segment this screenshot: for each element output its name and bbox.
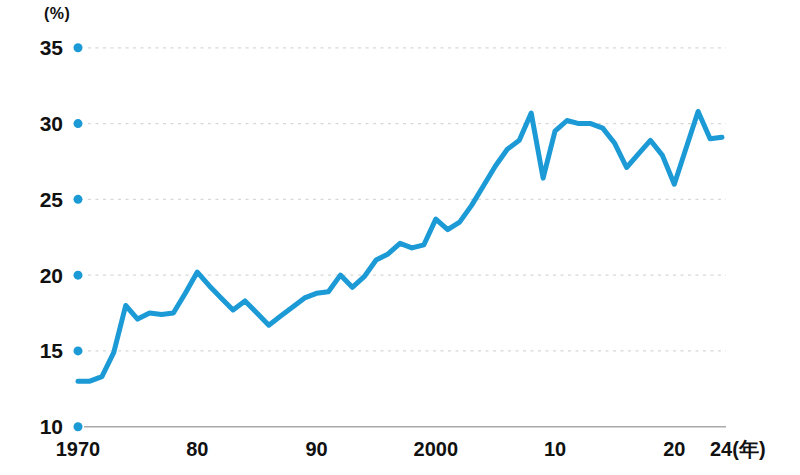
y-axis-unit-label: (%) — [44, 5, 70, 23]
x-tick-label: 1970 — [56, 438, 101, 460]
axis-labels: 10 15 20 25 30 35 1970 80 90 2000 10 20 24(年) — [40, 36, 766, 460]
x-tick-label: 10 — [544, 438, 566, 460]
axis-dot-icon — [74, 43, 83, 52]
y-tick-label: 25 — [40, 188, 64, 211]
axis-dot-icon — [74, 195, 83, 204]
trend-line — [78, 112, 722, 382]
x-tick-label: 20 — [663, 438, 685, 460]
axis-dot-icon — [74, 346, 83, 355]
y-tick-label: 10 — [40, 415, 63, 438]
axis-dot-icon — [74, 271, 83, 280]
x-tick-label: 90 — [305, 438, 327, 460]
x-tick-label: 24(年) — [710, 438, 766, 460]
axis-tick-dots — [74, 43, 83, 431]
gridlines — [84, 48, 726, 427]
y-tick-label: 30 — [40, 112, 63, 135]
axis-dot-icon — [74, 119, 83, 128]
x-tick-label: 2000 — [414, 438, 459, 460]
line-chart-svg: 10 15 20 25 30 35 1970 80 90 2000 10 20 24(年) — [0, 0, 800, 475]
y-tick-label: 20 — [40, 264, 63, 287]
y-tick-label: 35 — [40, 36, 64, 59]
chart-canvas: (%) 10 15 20 25 30 35 1970 80 90 2000 10 20 24(年) — [0, 0, 800, 475]
x-tick-label: 80 — [186, 438, 208, 460]
y-tick-label: 15 — [40, 339, 64, 362]
axis-dot-icon — [74, 422, 83, 431]
